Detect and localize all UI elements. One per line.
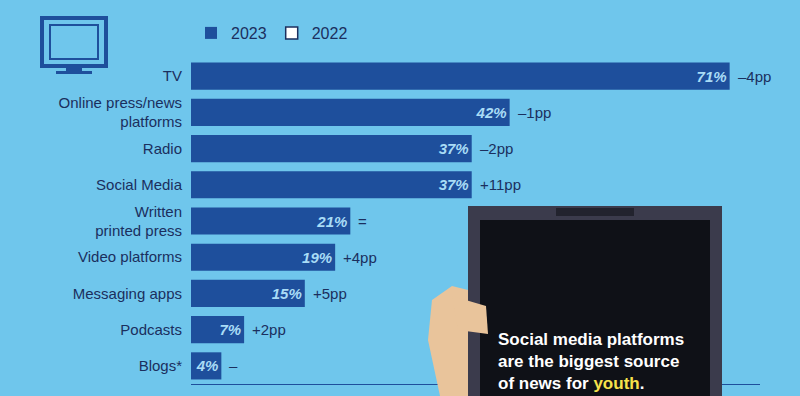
svg-text:Social media platformsare the: Social media platformsare the biggest so… <box>498 330 684 393</box>
svg-text:Podcasts: Podcasts <box>120 321 182 338</box>
svg-text:37%: 37% <box>439 140 469 157</box>
svg-text:+2pp: +2pp <box>252 321 286 338</box>
svg-text:–: – <box>229 357 238 374</box>
svg-text:–2pp: –2pp <box>480 140 513 157</box>
svg-text:–4pp: –4pp <box>738 68 771 85</box>
svg-text:7%: 7% <box>219 321 241 338</box>
svg-text:=: = <box>358 213 367 230</box>
svg-text:+5pp: +5pp <box>313 285 347 302</box>
svg-text:71%: 71% <box>697 68 727 85</box>
svg-text:TV: TV <box>163 67 182 84</box>
svg-text:4%: 4% <box>196 357 219 374</box>
svg-text:Radio: Radio <box>143 140 182 157</box>
svg-text:–1pp: –1pp <box>518 104 551 121</box>
svg-text:2023: 2023 <box>231 25 267 42</box>
svg-text:Messaging apps: Messaging apps <box>73 285 182 302</box>
svg-text:Online press/newsplatforms: Online press/newsplatforms <box>59 94 182 131</box>
svg-text:+4pp: +4pp <box>343 249 377 266</box>
svg-text:Social Media: Social Media <box>96 176 183 193</box>
svg-text:42%: 42% <box>476 104 507 121</box>
svg-text:21%: 21% <box>316 213 347 230</box>
svg-text:Blogs*: Blogs* <box>139 357 183 374</box>
svg-text:37%: 37% <box>439 176 469 193</box>
svg-text:Writtenprinted press: Writtenprinted press <box>95 203 182 240</box>
svg-text:+11pp: +11pp <box>480 176 521 193</box>
svg-text:15%: 15% <box>272 285 302 302</box>
svg-text:2022: 2022 <box>312 25 348 42</box>
svg-text:19%: 19% <box>302 249 332 266</box>
svg-text:Video platforms: Video platforms <box>78 248 182 265</box>
